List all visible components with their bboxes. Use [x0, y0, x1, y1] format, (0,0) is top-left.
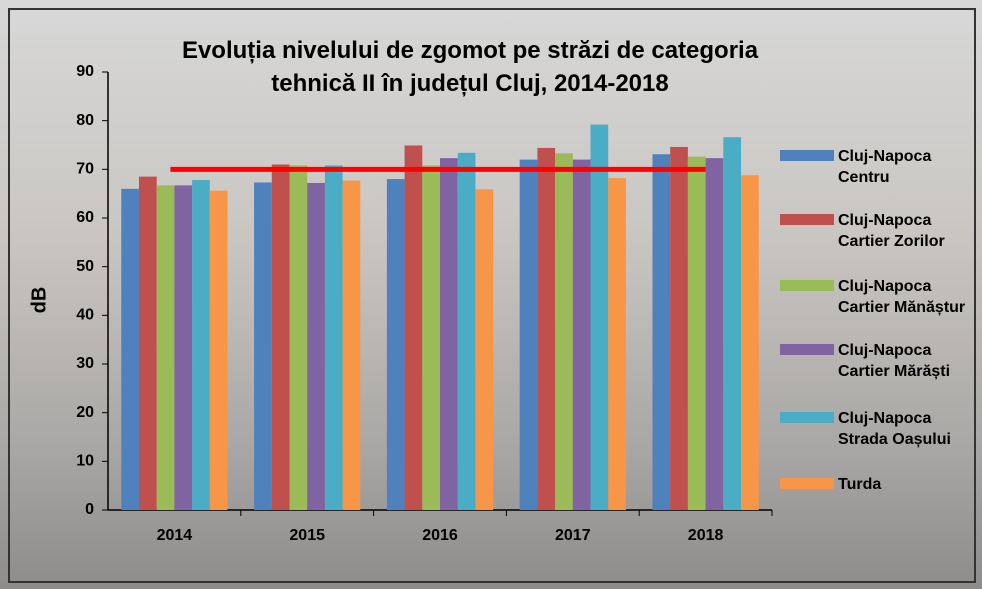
legend-item: Cluj-Napoca Centru [780, 146, 980, 206]
y-tick-label: 0 [85, 501, 94, 518]
bar [687, 156, 706, 510]
y-tick-label: 30 [76, 355, 94, 372]
x-tick-label: 2018 [688, 527, 724, 544]
x-tick-label: 2016 [422, 527, 458, 544]
bar [537, 147, 556, 511]
x-tick-label: 2014 [157, 527, 193, 544]
bar [307, 182, 325, 510]
y-tick-label: 60 [76, 209, 94, 226]
chart-title: Evoluția nivelului de zgomot pe străzi d… [181, 37, 759, 97]
legend-label: Cluj-Napoca Strada Oașului [838, 410, 951, 448]
bar [555, 153, 573, 511]
bar [386, 179, 405, 511]
bar [422, 165, 440, 510]
legend-item: Cluj-Napoca Cartier Zorilor [780, 210, 980, 270]
bar [271, 164, 290, 510]
y-axis-title: dB [28, 287, 50, 314]
bar [121, 188, 139, 511]
bar [192, 180, 210, 511]
legend-item: Turda [780, 474, 980, 534]
bar [590, 124, 609, 510]
y-tick-label: 20 [76, 404, 94, 421]
bar [404, 145, 423, 510]
bar [254, 182, 272, 510]
bar [324, 165, 343, 510]
bar [705, 158, 724, 510]
legend-item: Cluj-Napoca Strada Oașului [780, 408, 980, 468]
bar [138, 176, 157, 510]
bar [342, 180, 361, 510]
y-tick-label: 40 [76, 307, 94, 324]
bar [519, 159, 538, 510]
legend-swatch [780, 344, 834, 355]
bar [289, 165, 308, 510]
legend-swatch [780, 150, 834, 161]
legend-label: Turda [838, 476, 882, 493]
bar [174, 185, 193, 511]
y-tick-label: 70 [76, 161, 94, 178]
bar [457, 152, 476, 510]
bar [608, 178, 626, 511]
legend-label: Cluj-Napoca Cartier Mănăștur [838, 278, 966, 316]
bar [741, 175, 759, 510]
bar [652, 154, 671, 510]
bar [723, 137, 742, 511]
legend-label: Cluj-Napoca Cartier Zorilor [838, 212, 945, 250]
x-tick-label: 2015 [289, 527, 325, 544]
chart-frame [8, 8, 976, 583]
legend-swatch [780, 478, 834, 489]
bar [156, 185, 175, 511]
legend-swatch [780, 214, 834, 225]
legend-label: Cluj-Napoca Centru [838, 148, 932, 186]
x-tick-label: 2017 [555, 527, 591, 544]
legend-swatch [780, 280, 834, 291]
bar [440, 158, 458, 510]
legend-label: Cluj-Napoca Cartier Mărăști [838, 342, 951, 380]
y-tick-label: 50 [76, 258, 94, 275]
bar [572, 159, 591, 510]
y-tick-label: 90 [76, 63, 94, 80]
y-tick-label: 80 [76, 112, 94, 129]
bar [209, 190, 228, 510]
y-tick-label: 10 [76, 453, 94, 470]
legend-item: Cluj-Napoca Cartier Mărăști [780, 340, 980, 400]
bar [475, 189, 494, 510]
bar [670, 146, 688, 511]
legend-swatch [780, 412, 834, 423]
legend-item: Cluj-Napoca Cartier Mănăștur [780, 276, 980, 336]
